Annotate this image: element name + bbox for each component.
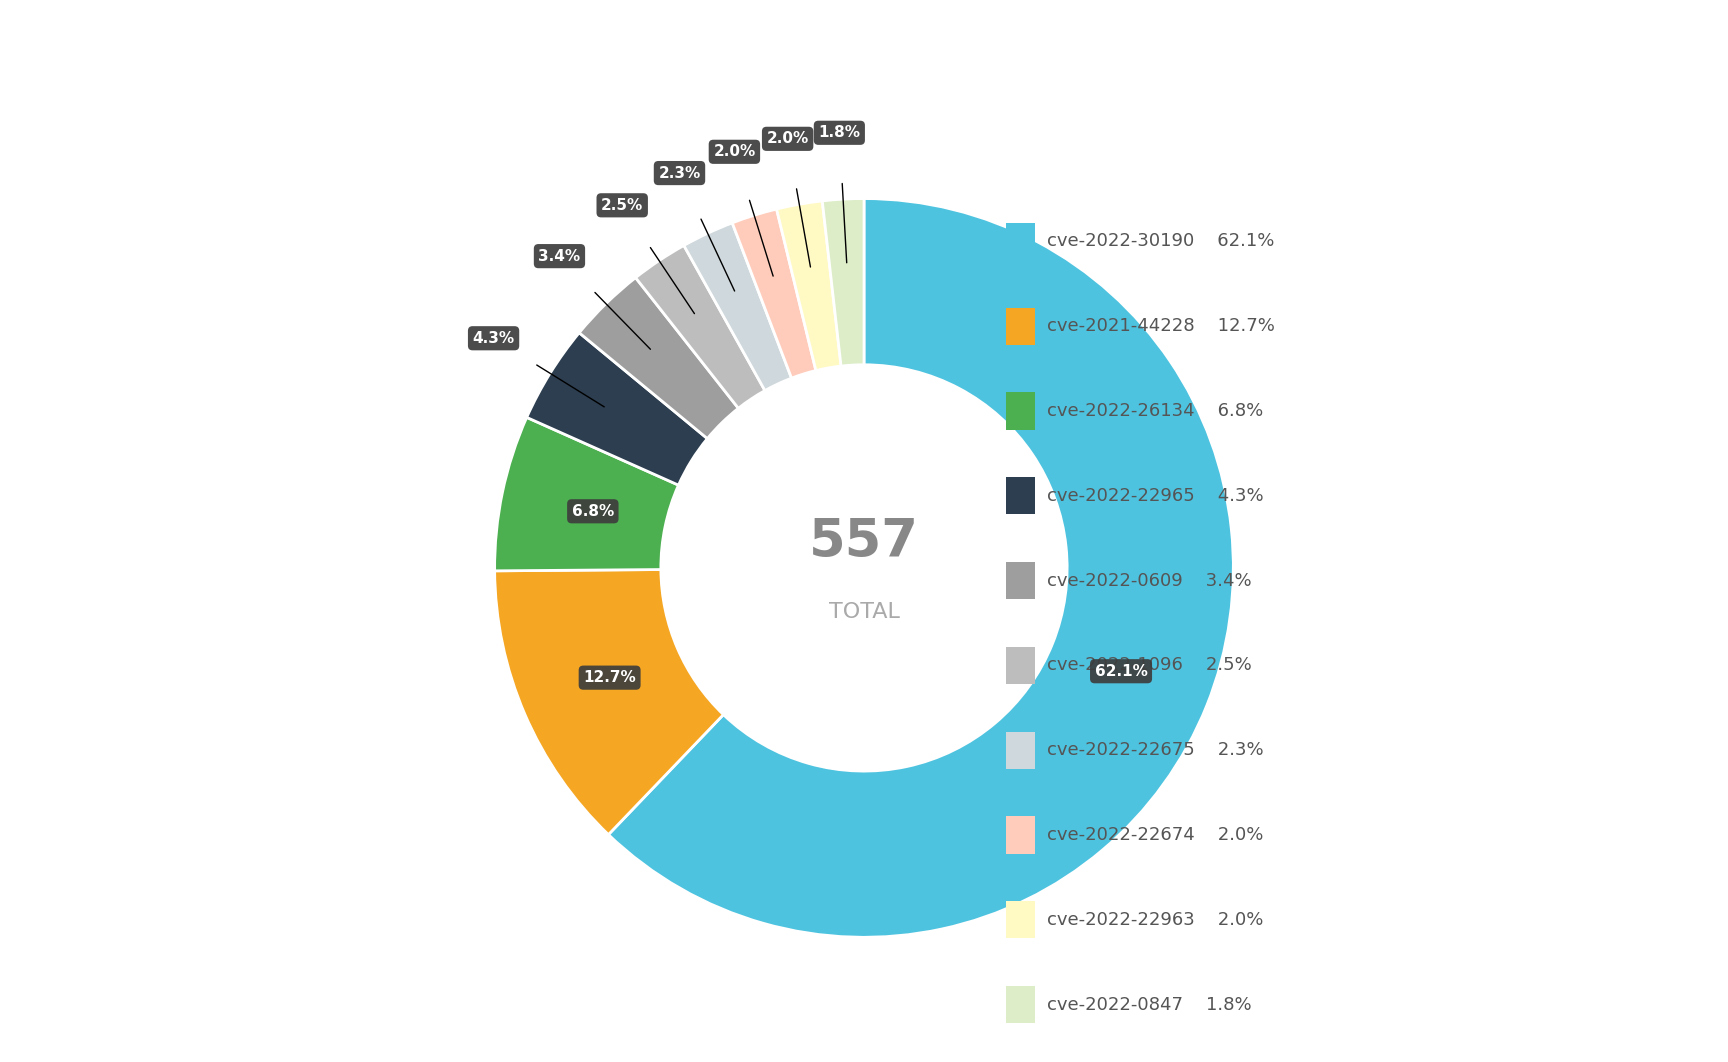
Text: cve-2022-22963    2.0%: cve-2022-22963 2.0%	[1047, 911, 1263, 929]
Text: cve-2022-0609    3.4%: cve-2022-0609 3.4%	[1047, 571, 1251, 589]
Text: 12.7%: 12.7%	[584, 670, 636, 685]
Text: cve-2022-22675    2.3%: cve-2022-22675 2.3%	[1047, 741, 1263, 759]
Text: cve-2022-1096    2.5%: cve-2022-1096 2.5%	[1047, 656, 1253, 674]
Text: 2.0%: 2.0%	[714, 144, 755, 159]
Text: 6.8%: 6.8%	[572, 503, 613, 518]
Text: 3.4%: 3.4%	[539, 249, 581, 263]
Text: cve-2021-44228    12.7%: cve-2021-44228 12.7%	[1047, 318, 1275, 336]
Text: 62.1%: 62.1%	[1094, 664, 1147, 679]
Text: 557: 557	[809, 516, 919, 568]
Text: cve-2022-30190    62.1%: cve-2022-30190 62.1%	[1047, 233, 1275, 251]
Wedge shape	[636, 245, 766, 408]
Text: cve-2022-22674    2.0%: cve-2022-22674 2.0%	[1047, 826, 1263, 844]
Wedge shape	[579, 277, 738, 439]
Text: cve-2022-26134    6.8%: cve-2022-26134 6.8%	[1047, 402, 1263, 421]
Text: 2.0%: 2.0%	[767, 132, 809, 147]
Wedge shape	[733, 209, 816, 378]
Wedge shape	[684, 223, 791, 391]
Text: cve-2022-22965    4.3%: cve-2022-22965 4.3%	[1047, 486, 1263, 504]
Text: 1.8%: 1.8%	[819, 125, 861, 140]
Wedge shape	[608, 199, 1234, 938]
Wedge shape	[823, 199, 864, 366]
Wedge shape	[776, 201, 842, 371]
Wedge shape	[527, 332, 707, 485]
Wedge shape	[494, 569, 724, 835]
Text: 2.5%: 2.5%	[601, 198, 643, 212]
Text: TOTAL: TOTAL	[828, 602, 900, 622]
Text: 2.3%: 2.3%	[658, 166, 700, 181]
Text: cve-2022-0847    1.8%: cve-2022-0847 1.8%	[1047, 996, 1251, 1013]
Text: 4.3%: 4.3%	[472, 330, 515, 346]
Wedge shape	[494, 417, 679, 571]
